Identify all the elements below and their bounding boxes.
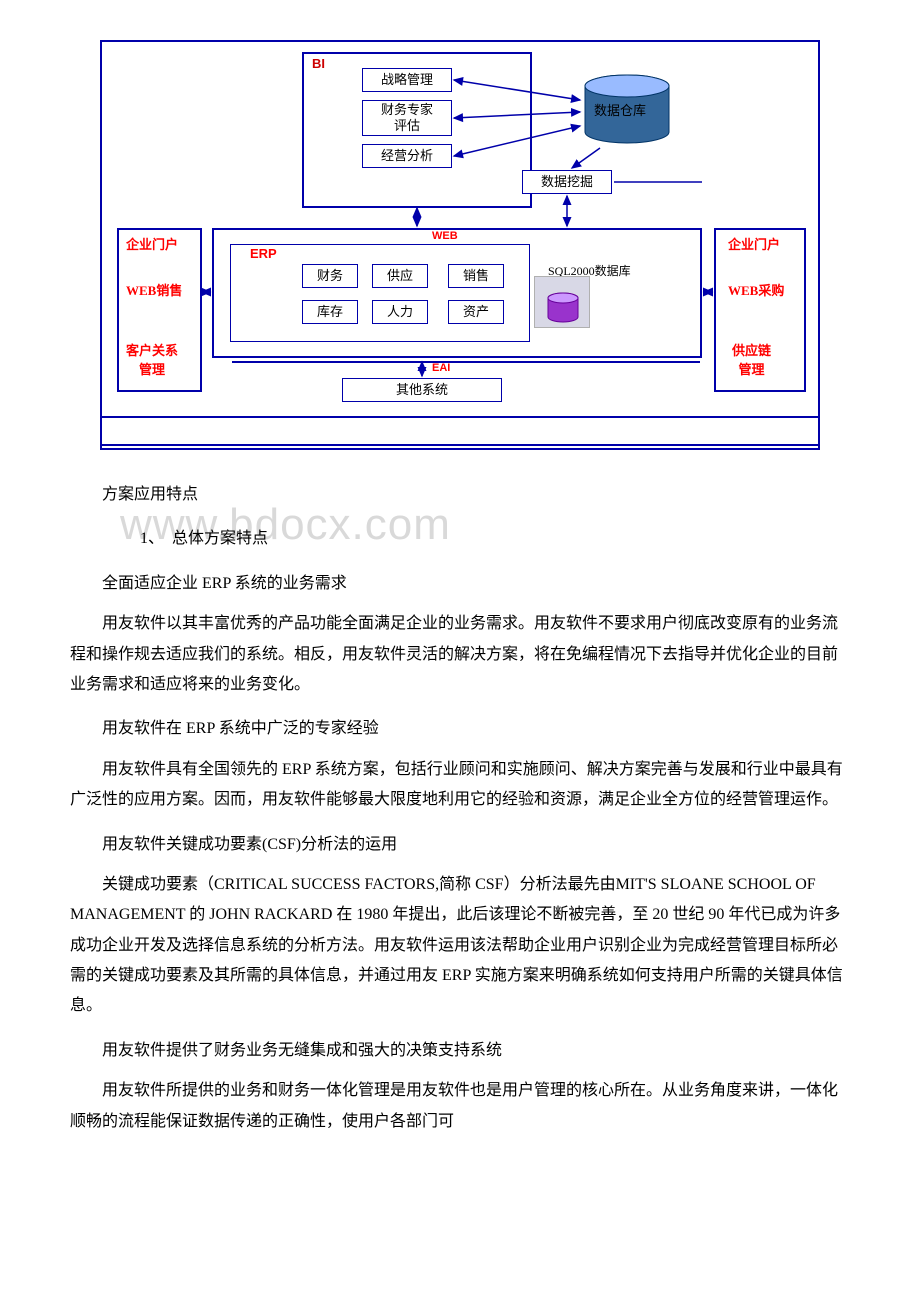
web-purchase-label: WEB采购 [728, 280, 784, 299]
architecture-diagram: BI 战略管理 财务专家 评估 经营分析 数据仓库 数据挖掘 WEB 企业门户 … [100, 40, 820, 450]
bi-label: BI [312, 56, 325, 71]
paragraph-4: 用友软件所提供的业务和财务一体化管理是用友软件也是用户管理的核心所在。从业务角度… [70, 1076, 850, 1137]
body-text: 方案应用特点 1、 总体方案特点 全面适应企业 ERP 系统的业务需求 用友软件… [70, 480, 850, 1137]
data-warehouse-label: 数据仓库 [594, 100, 646, 119]
list-1-number: 1、 [140, 524, 172, 554]
web-sales-label: WEB销售 [126, 280, 182, 299]
sales-box: 销售 [448, 264, 504, 288]
heading-erp-fit: 全面适应企业 ERP 系统的业务需求 [70, 569, 850, 599]
heading-features: 方案应用特点 [70, 480, 850, 510]
eai-label: EAI [432, 362, 450, 374]
strategy-box: 战略管理 [362, 68, 452, 92]
fin-expert-box: 财务专家 评估 [362, 100, 452, 136]
portal-left-label: 企业门户 [126, 234, 178, 253]
sql-cylinder-icon [546, 292, 580, 324]
biz-analysis-box: 经营分析 [362, 144, 452, 168]
hr-box: 人力 [372, 300, 428, 324]
erp-label: ERP [250, 246, 277, 261]
list-1-title: 总体方案特点 [172, 524, 268, 554]
bottom-divider-2 [102, 444, 818, 446]
supply-box: 供应 [372, 264, 428, 288]
paragraph-3: 关键成功要素（CRITICAL SUCCESS FACTORS,简称 CSF）分… [70, 870, 850, 1022]
assets-box: 资产 [448, 300, 504, 324]
scm-label: 供应链 管理 [732, 340, 771, 378]
bottom-divider-1 [102, 416, 818, 418]
paragraph-1: 用友软件以其丰富优秀的产品功能全面满足企业的业务需求。用友软件不要求用户彻底改变… [70, 609, 850, 700]
other-sys-box: 其他系统 [342, 378, 502, 402]
portal-right-label: 企业门户 [728, 234, 780, 253]
inventory-box: 库存 [302, 300, 358, 324]
heading-integration: 用友软件提供了财务业务无缝集成和强大的决策支持系统 [70, 1036, 850, 1066]
diagram-canvas: BI 战略管理 财务专家 评估 经营分析 数据仓库 数据挖掘 WEB 企业门户 … [100, 40, 820, 450]
data-mining-box: 数据挖掘 [522, 170, 612, 194]
crm-label: 客户关系 管理 [126, 340, 178, 378]
finance-box: 财务 [302, 264, 358, 288]
heading-csf: 用友软件关键成功要素(CSF)分析法的运用 [70, 830, 850, 860]
list-item-1: 1、 总体方案特点 [140, 524, 850, 554]
web-label: WEB [432, 230, 458, 242]
paragraph-2: 用友软件具有全国领先的 ERP 系统方案，包括行业顾问和实施顾问、解决方案完善与… [70, 755, 850, 816]
heading-expert: 用友软件在 ERP 系统中广泛的专家经验 [70, 714, 850, 744]
